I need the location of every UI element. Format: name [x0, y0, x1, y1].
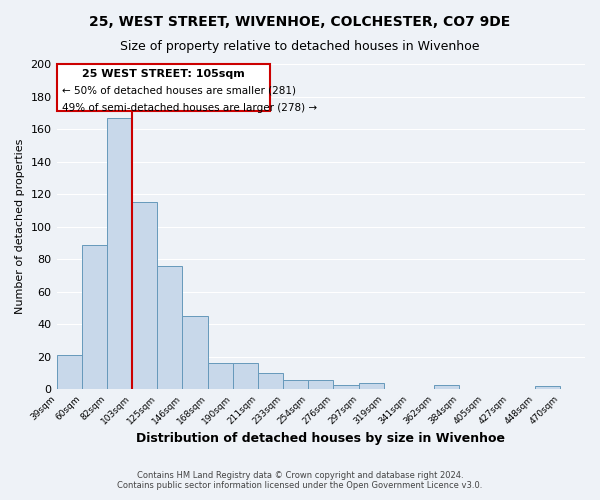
FancyBboxPatch shape: [56, 64, 271, 111]
Bar: [157, 266, 182, 390]
Text: 25 WEST STREET: 105sqm: 25 WEST STREET: 105sqm: [82, 69, 245, 79]
Bar: [434, 384, 459, 390]
Bar: [82, 244, 107, 390]
Bar: [233, 364, 258, 390]
Text: Size of property relative to detached houses in Wivenhoe: Size of property relative to detached ho…: [120, 40, 480, 53]
Text: ← 50% of detached houses are smaller (281): ← 50% of detached houses are smaller (28…: [62, 85, 296, 95]
Bar: [258, 373, 283, 390]
Bar: [107, 118, 132, 390]
Text: Contains HM Land Registry data © Crown copyright and database right 2024.
Contai: Contains HM Land Registry data © Crown c…: [118, 470, 482, 490]
Bar: [535, 386, 560, 390]
Bar: [359, 383, 383, 390]
Text: 25, WEST STREET, WIVENHOE, COLCHESTER, CO7 9DE: 25, WEST STREET, WIVENHOE, COLCHESTER, C…: [89, 15, 511, 29]
Bar: [334, 384, 359, 390]
Bar: [56, 356, 82, 390]
Bar: [132, 202, 157, 390]
X-axis label: Distribution of detached houses by size in Wivenhoe: Distribution of detached houses by size …: [136, 432, 505, 445]
Bar: [308, 380, 334, 390]
Bar: [283, 380, 308, 390]
Y-axis label: Number of detached properties: Number of detached properties: [15, 139, 25, 314]
Bar: [182, 316, 208, 390]
Text: 49% of semi-detached houses are larger (278) →: 49% of semi-detached houses are larger (…: [62, 103, 317, 113]
Bar: [208, 364, 233, 390]
